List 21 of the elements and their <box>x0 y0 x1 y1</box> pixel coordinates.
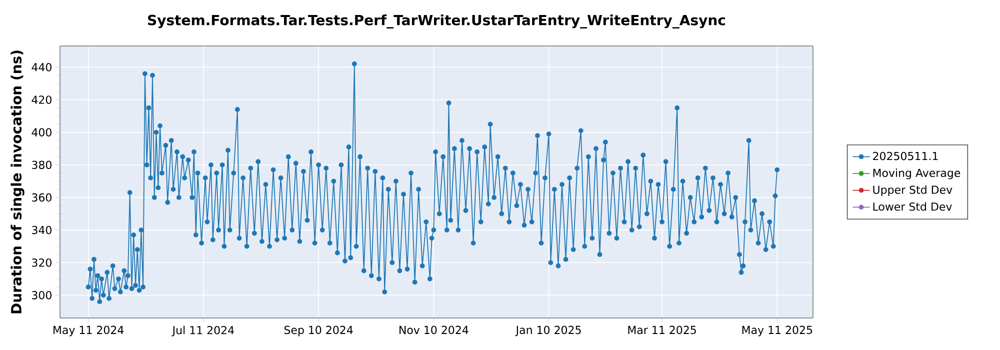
y-tick-label: 400 <box>32 128 52 136</box>
x-tick-label: Jan 10 2025 <box>515 326 581 336</box>
x-tick-label: May 11 2025 <box>742 326 812 336</box>
legend-label: Lower Std Dev <box>873 202 952 211</box>
y-tick-label: 380 <box>32 160 52 170</box>
x-tick-label: May 11 2024 <box>54 326 124 336</box>
legend-label: Moving Average <box>873 168 960 180</box>
legend-label: Upper Std Dev <box>873 185 952 196</box>
y-tick-label: 360 <box>32 193 52 202</box>
x-tick-label: Nov 10 2024 <box>400 326 468 334</box>
legend-label: 20250511.1 <box>873 152 938 160</box>
x-tick-label: Mar 11 2025 <box>628 326 696 334</box>
y-tick-label: 440 <box>32 63 52 72</box>
y-axis-title: Duration of single invocation (ns) <box>10 50 24 314</box>
y-tick-label: 340 <box>32 226 52 234</box>
chart-title: System.Formats.Tar.Tests.Perf_TarWriter.UstarTarEntry_WriteEntry_Async <box>148 14 726 28</box>
y-tick-label: 320 <box>32 258 52 267</box>
y-tick-label: 300 <box>32 291 52 300</box>
y-tick-label: 420 <box>32 96 52 104</box>
x-tick-label: Jul 11 2024 <box>172 326 234 336</box>
x-tick-label: Sep 10 2024 <box>284 326 353 336</box>
